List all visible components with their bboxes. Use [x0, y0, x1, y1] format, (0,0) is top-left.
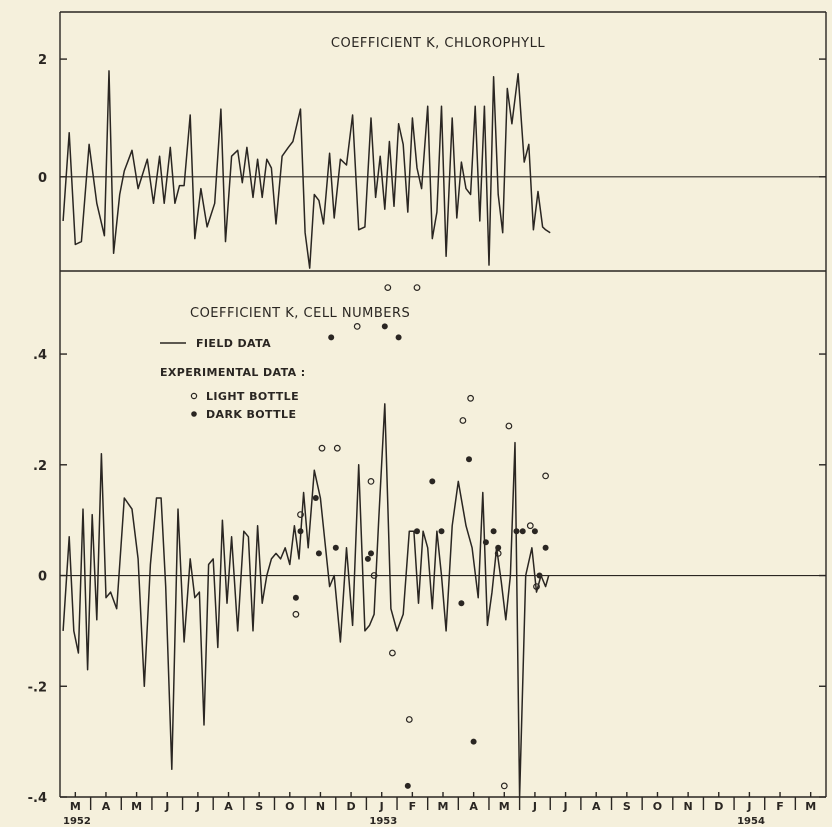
cell-numbers-point-light-bottle	[292, 610, 300, 618]
month-label: F	[776, 800, 784, 813]
cell-numbers-point-dark-bottle	[458, 600, 465, 607]
cell-numbers-ytick-label: 0	[38, 570, 47, 585]
legend-field-data: FIELD DATA	[196, 337, 271, 350]
cell-numbers-point-dark-bottle	[332, 544, 339, 551]
chlorophyll-title: COEFFICIENT K, CHLOROPHYLL	[331, 36, 545, 51]
cell-numbers-point-light-bottle	[542, 472, 549, 480]
month-label: J	[164, 800, 169, 813]
cell-numbers-point-dark-bottle	[381, 323, 388, 330]
cell-numbers-title: COEFFICIENT K, CELL NUMBERS	[190, 306, 410, 321]
month-label: M	[805, 800, 816, 813]
month-label: M	[70, 800, 81, 813]
plot-frame	[59, 11, 827, 798]
cell-numbers-point-light-bottle	[413, 284, 421, 292]
month-label: J	[379, 800, 384, 813]
cell-numbers-point-light-bottle	[505, 422, 513, 430]
month-label: J	[532, 800, 537, 813]
month-label: D	[714, 800, 723, 813]
month-label: J	[195, 800, 200, 813]
cell-numbers-point-dark-bottle	[364, 555, 371, 562]
cell-numbers-point-dark-bottle	[542, 544, 549, 551]
month-label: S	[623, 800, 631, 813]
month-label: O	[285, 800, 294, 813]
cell-numbers-panel: COEFFICIENT K, CELL NUMBERS FIELD DATA E…	[28, 284, 826, 806]
month-label: D	[347, 800, 356, 813]
cell-numbers-point-dark-bottle	[315, 550, 322, 557]
cell-numbers-line-field-data	[62, 403, 550, 798]
cell-numbers-point-light-bottle	[459, 417, 467, 424]
cell-numbers-point-light-bottle	[467, 394, 475, 402]
month-label: A	[469, 800, 478, 813]
x-axis: M A M J J A S O N D J F M A M J J A S O N D J F M 1952 1953 1954	[63, 792, 816, 827]
cell-numbers-point-light-bottle	[384, 284, 392, 292]
cell-numbers-ytick-label: .4	[33, 348, 47, 363]
month-label: A	[592, 800, 601, 813]
cell-numbers-point-light-bottle	[405, 716, 413, 723]
cell-numbers-point-dark-bottle	[368, 550, 374, 557]
month-label: A	[102, 800, 111, 813]
cell-numbers-point-dark-bottle	[438, 528, 445, 535]
cell-numbers-point-dark-bottle	[429, 478, 436, 485]
legend-light-marker	[190, 392, 198, 400]
legend-dark-bottle: DARK BOTTLE	[206, 408, 296, 421]
cell-numbers-point-light-bottle	[370, 572, 378, 579]
cell-numbers-point-dark-bottle	[404, 782, 411, 789]
month-label: A	[224, 800, 233, 813]
cell-numbers-point-dark-bottle	[536, 572, 543, 579]
month-label: J	[563, 800, 568, 813]
cell-numbers-point-dark-bottle	[519, 528, 526, 535]
month-label: M	[438, 800, 449, 813]
legend-dark-marker	[191, 411, 197, 417]
month-label: F	[409, 800, 417, 813]
cell-numbers-point-dark-bottle	[395, 334, 402, 341]
cell-numbers-point-light-bottle	[526, 522, 534, 530]
cell-numbers-point-light-bottle	[389, 649, 396, 657]
month-label: O	[653, 800, 662, 813]
cell-numbers-point-dark-bottle	[414, 528, 420, 535]
month-label: M	[131, 800, 142, 813]
chlorophyll-panel: COEFFICIENT K, CHLOROPHYLL 2 0	[38, 36, 826, 269]
cell-numbers-point-dark-bottle	[297, 528, 304, 535]
cell-numbers-point-dark-bottle	[312, 495, 319, 501]
chlorophyll-line-field-data	[62, 70, 551, 269]
cell-numbers-ytick-label: -.2	[28, 680, 47, 695]
cell-numbers-point-light-bottle	[318, 444, 326, 452]
legend: FIELD DATA EXPERIMENTAL DATA : LIGHT BOT…	[160, 337, 306, 421]
cell-numbers-point-dark-bottle	[495, 544, 502, 551]
month-label: N	[316, 800, 325, 813]
cell-numbers-point-dark-bottle	[466, 456, 472, 463]
cell-numbers-point-light-bottle	[333, 444, 341, 452]
legend-light-bottle: LIGHT BOTTLE	[206, 390, 299, 403]
cell-numbers-point-dark-bottle	[482, 539, 489, 546]
chlorophyll-ytick-label: 0	[38, 171, 47, 186]
cell-numbers-ytick-label: -.4	[28, 791, 47, 806]
year-label: 1952	[63, 816, 91, 827]
cell-numbers-point-light-bottle	[353, 323, 361, 330]
cell-numbers-ytick-label: .2	[33, 459, 47, 474]
year-label: 1954	[737, 816, 765, 827]
cell-numbers-point-dark-bottle	[490, 528, 497, 535]
month-label: N	[684, 800, 693, 813]
cell-numbers-point-light-bottle	[367, 478, 375, 485]
chlorophyll-ytick-label: 2	[38, 53, 47, 68]
cell-numbers-point-dark-bottle	[328, 334, 335, 341]
year-label: 1953	[369, 816, 397, 827]
month-label: M	[499, 800, 510, 813]
cell-numbers-point-dark-bottle	[531, 528, 538, 535]
cell-numbers-point-light-bottle	[297, 511, 304, 518]
cell-numbers-point-dark-bottle	[470, 738, 477, 745]
month-label: J	[746, 800, 751, 813]
cell-numbers-point-dark-bottle	[292, 594, 299, 601]
legend-experimental-heading: EXPERIMENTAL DATA :	[160, 366, 306, 379]
cell-numbers-point-light-bottle	[533, 583, 540, 590]
cell-numbers-point-dark-bottle	[513, 528, 520, 535]
month-label: S	[255, 800, 263, 813]
cell-numbers-point-light-bottle	[500, 782, 508, 790]
